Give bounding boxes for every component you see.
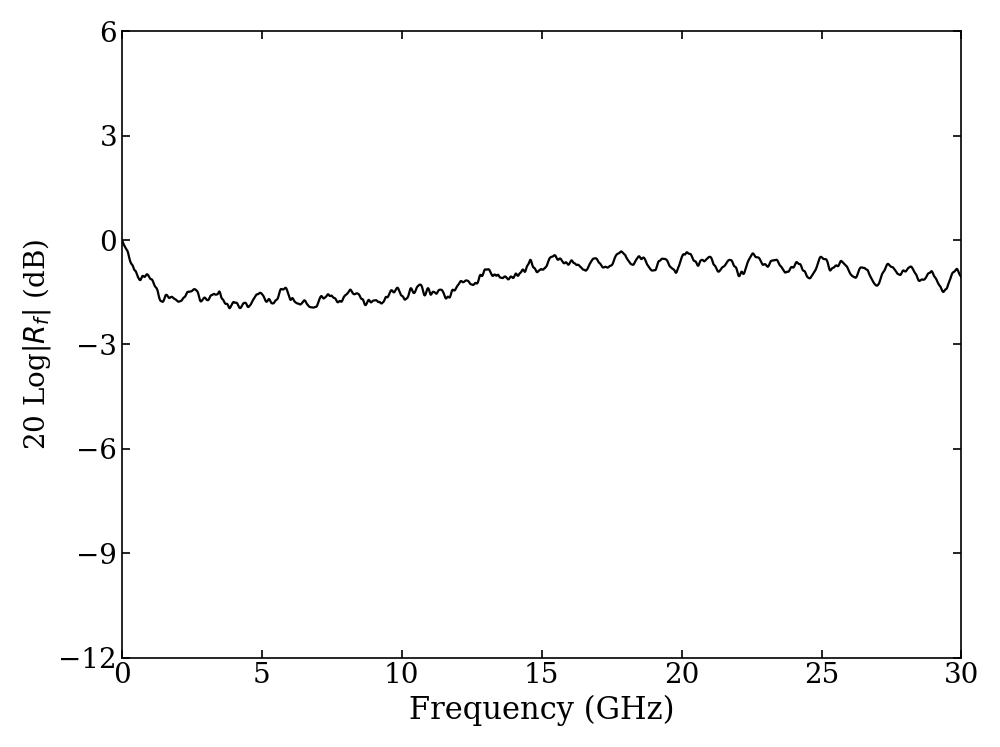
Y-axis label: 20 Log$|R_f|$ (dB): 20 Log$|R_f|$ (dB) [21,239,53,450]
X-axis label: Frequency (GHz): Frequency (GHz) [409,695,674,726]
